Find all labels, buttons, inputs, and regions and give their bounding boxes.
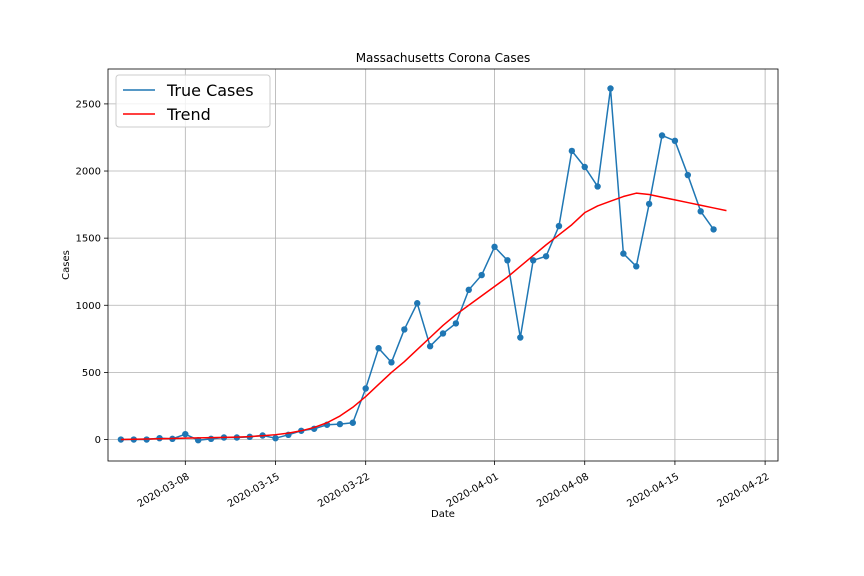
- y-axis-title: Cases: [61, 250, 72, 280]
- data-point: [362, 385, 369, 392]
- data-point: [658, 132, 666, 139]
- data-point: [504, 257, 511, 264]
- data-point: [542, 253, 550, 260]
- data-point: [478, 271, 485, 279]
- data-point: [426, 343, 434, 350]
- data-point: [568, 147, 576, 155]
- data-point: [697, 208, 704, 215]
- legend: True Cases Trend: [115, 74, 271, 128]
- data-point: [607, 85, 614, 92]
- series-layer: [117, 85, 727, 444]
- y-tick-label: 2500: [76, 99, 101, 110]
- data-point: [581, 163, 588, 171]
- data-point: [633, 263, 640, 270]
- data-point: [439, 330, 447, 337]
- data-point: [452, 320, 460, 327]
- data-point: [671, 137, 679, 145]
- x-axis-title: Date: [431, 509, 455, 520]
- data-point: [336, 420, 344, 428]
- legend-label: True Cases: [166, 81, 254, 100]
- data-point: [517, 334, 524, 341]
- data-point: [414, 300, 421, 307]
- series-line-trend: [120, 192, 727, 441]
- data-point: [594, 183, 601, 190]
- y-tick-label: 0: [95, 435, 101, 446]
- data-point: [207, 435, 215, 443]
- data-point: [388, 359, 395, 366]
- grid: [108, 69, 778, 461]
- y-tick-label: 1500: [76, 234, 101, 245]
- data-point: [684, 171, 692, 179]
- data-point: [529, 257, 537, 264]
- data-point: [349, 419, 357, 426]
- y-tick-label: 1000: [76, 301, 101, 312]
- y-tick-label: 2000: [76, 167, 101, 178]
- plot-frame: [107, 68, 779, 462]
- data-point: [401, 326, 408, 333]
- y-tick-label: 500: [82, 368, 101, 379]
- chart-title: Massachusetts Corona Cases: [356, 51, 531, 65]
- data-point: [620, 250, 627, 257]
- data-point: [491, 243, 498, 251]
- legend-label: Trend: [166, 105, 211, 124]
- data-point: [645, 200, 653, 208]
- data-point: [710, 226, 717, 233]
- data-point: [182, 430, 189, 438]
- data-point: [272, 434, 279, 442]
- data-point: [375, 345, 382, 352]
- data-point: [465, 286, 472, 294]
- data-point: [555, 222, 563, 230]
